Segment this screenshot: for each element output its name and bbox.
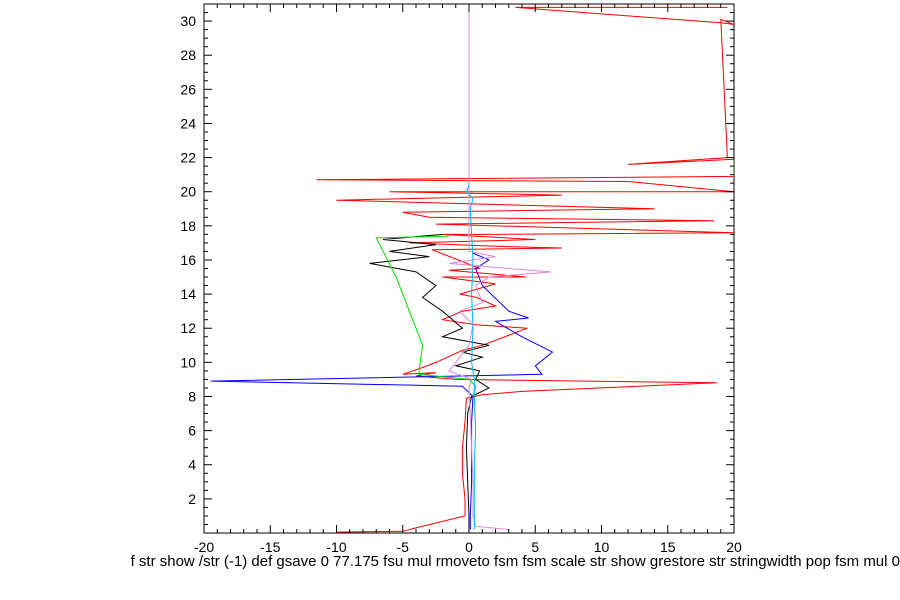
series-line-3 [369,233,490,528]
y-tick-label: 30 [180,13,196,29]
y-tick-label: 8 [188,388,196,404]
y-tick-label: 12 [180,320,196,336]
y-tick-label: 24 [180,115,196,131]
y-tick-label: 6 [188,423,196,439]
y-tick-label: 14 [180,286,196,302]
series-line-6 [465,184,477,530]
x-tick-label: -10 [326,539,346,555]
series-line-5 [448,4,552,531]
y-tick-label: 4 [188,457,196,473]
x-tick-label: 15 [660,539,676,555]
y-tick-label: 10 [180,354,196,370]
series-line-2 [210,252,554,530]
series-line-4 [375,235,477,397]
series-line-1 [316,6,734,533]
y-tick-label: 22 [180,150,196,166]
footer-text: f str show /str (-1) def gsave 0 77.175 … [130,553,900,570]
y-tick-label: 26 [180,81,196,97]
y-tick-label: 20 [180,184,196,200]
x-tick-label: 0 [465,539,473,555]
y-tick-label: 18 [180,218,196,234]
x-tick-label: 10 [594,539,610,555]
x-tick-label: -5 [397,539,410,555]
y-tick-label: 2 [188,491,196,507]
x-tick-label: -15 [260,539,280,555]
footer-postscript-text: f str show /str (-1) def gsave 0 77.175 … [0,553,900,575]
x-tick-label: -20 [194,539,214,555]
x-tick-label: 5 [531,539,539,555]
y-tick-label: 16 [180,252,196,268]
x-tick-label: 20 [726,539,742,555]
y-tick-label: 28 [180,47,196,63]
